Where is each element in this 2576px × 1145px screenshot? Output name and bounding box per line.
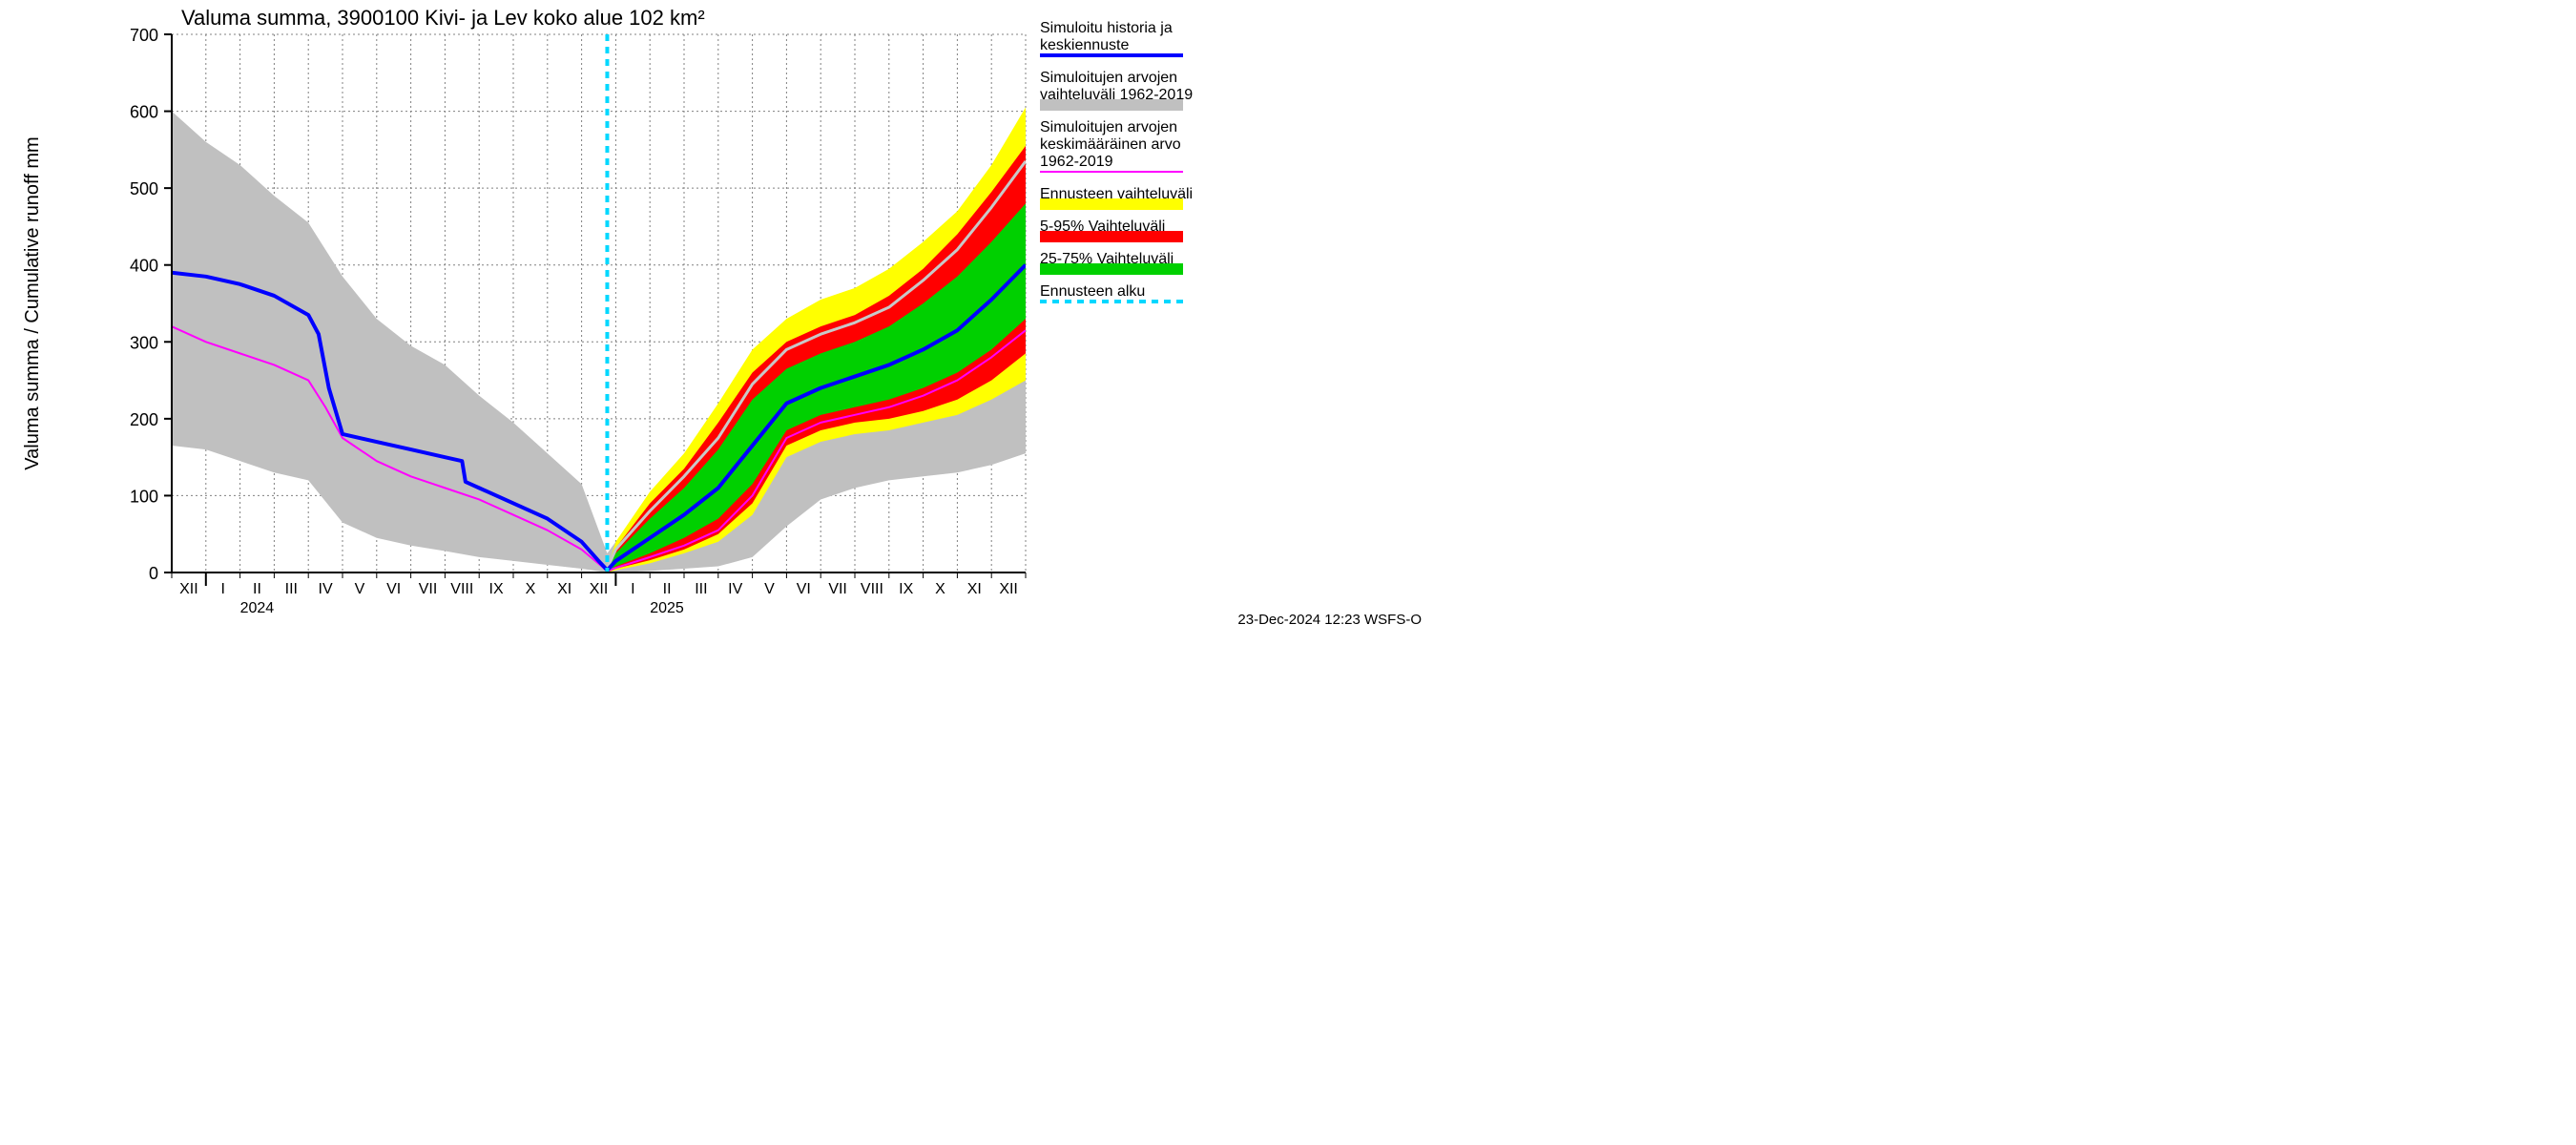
x-month-label: I	[220, 581, 224, 597]
footer-timestamp: 23-Dec-2024 12:23 WSFS-O	[1237, 612, 1422, 628]
x-month-label: II	[253, 581, 261, 597]
x-month-label: II	[663, 581, 672, 597]
x-month-label: VII	[419, 581, 438, 597]
x-month-label: XII	[999, 581, 1018, 597]
x-month-label: IX	[489, 581, 504, 597]
x-month-label: XII	[179, 581, 198, 597]
y-tick-label: 0	[149, 564, 158, 583]
y-tick-label: 500	[130, 179, 158, 198]
y-tick-label: 300	[130, 333, 158, 352]
x-month-label: IV	[319, 581, 333, 597]
chart-title: Valuma summa, 3900100 Kivi- ja Lev koko …	[181, 6, 705, 30]
y-tick-label: 700	[130, 26, 158, 45]
legend-label: Simuloitu historia ja	[1040, 20, 1173, 36]
y-axis-label: Valuma summa / Cumulative runoff mm	[22, 136, 43, 469]
x-year-label: 2024	[240, 600, 275, 616]
x-month-label: X	[526, 581, 536, 597]
y-tick-label: 100	[130, 487, 158, 506]
legend-label: keskimääräinen arvo	[1040, 136, 1181, 153]
legend-label: Simuloitujen arvojen	[1040, 119, 1177, 135]
legend-label: 1962-2019	[1040, 154, 1113, 170]
chart-container: 0100200300400500600700XIIIIIIIIIVVVIVIIV…	[0, 0, 1431, 635]
x-month-label: XI	[967, 581, 982, 597]
x-month-label: XII	[590, 581, 609, 597]
x-month-label: VIII	[450, 581, 473, 597]
x-month-label: IX	[899, 581, 913, 597]
x-year-label: 2025	[650, 600, 684, 616]
legend-swatch	[1040, 231, 1183, 242]
legend-swatch	[1040, 263, 1183, 275]
x-month-label: VIII	[861, 581, 883, 597]
y-tick-label: 200	[130, 410, 158, 429]
x-month-label: III	[695, 581, 707, 597]
x-month-label: V	[355, 581, 365, 597]
x-month-label: X	[935, 581, 945, 597]
x-month-label: XI	[557, 581, 571, 597]
x-month-label: V	[764, 581, 775, 597]
y-tick-label: 600	[130, 103, 158, 122]
chart-svg: 0100200300400500600700XIIIIIIIIIVVVIVIIV…	[0, 0, 1431, 635]
y-tick-label: 400	[130, 257, 158, 276]
x-month-label: I	[631, 581, 634, 597]
x-month-label: III	[285, 581, 298, 597]
x-month-label: VI	[797, 581, 811, 597]
legend-swatch	[1040, 198, 1183, 210]
legend-swatch	[1040, 99, 1183, 111]
legend-label: Ennusteen alku	[1040, 283, 1145, 300]
x-month-label: VI	[386, 581, 401, 597]
x-month-label: IV	[728, 581, 742, 597]
legend-label: Simuloitujen arvojen	[1040, 70, 1177, 86]
x-month-label: VII	[828, 581, 847, 597]
legend-label: keskiennuste	[1040, 37, 1129, 53]
